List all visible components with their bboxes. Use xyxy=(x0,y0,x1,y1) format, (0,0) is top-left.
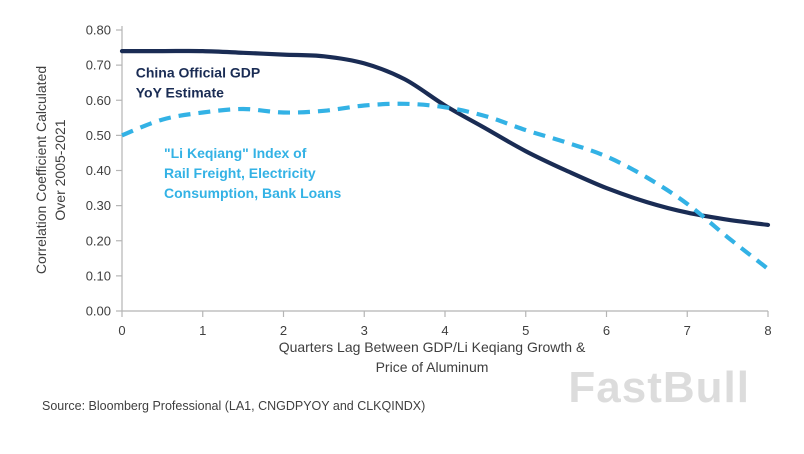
y-tick-label: 0.30 xyxy=(86,198,111,213)
y-tick-label: 0.70 xyxy=(86,58,111,73)
source-text: Source: Bloomberg Professional (LA1, CNG… xyxy=(42,399,425,413)
y-tick-label: 0.20 xyxy=(86,233,111,248)
y-tick-label: 0.40 xyxy=(86,163,111,178)
x-tick-label: 7 xyxy=(684,323,691,338)
y-tick-label: 0.00 xyxy=(86,304,111,319)
y-axis-title-line2: Over 2005-2021 xyxy=(52,119,68,220)
y-tick-label: 0.80 xyxy=(86,23,111,38)
x-tick-label: 1 xyxy=(199,323,206,338)
annotation-0-line-0: China Official GDP xyxy=(136,64,260,80)
x-tick-label: 6 xyxy=(603,323,610,338)
y-axis-title-line1: Correlation Coefficient Calculated xyxy=(33,66,49,274)
x-axis-title-line1: Quarters Lag Between GDP/Li Keqiang Grow… xyxy=(279,339,586,355)
annotation-1-line-0: "Li Keqiang" Index of xyxy=(164,145,307,161)
x-tick-label: 8 xyxy=(764,323,771,338)
y-tick-label: 0.50 xyxy=(86,128,111,143)
annotation-1-line-1: Rail Freight, Electricity xyxy=(164,165,316,181)
x-tick-label: 3 xyxy=(361,323,368,338)
annotation-0-line-1: YoY Estimate xyxy=(136,84,224,100)
annotation-1-line-2: Consumption, Bank Loans xyxy=(164,185,342,201)
x-tick-label: 5 xyxy=(522,323,529,338)
y-tick-label: 0.60 xyxy=(86,93,111,108)
x-tick-label: 0 xyxy=(118,323,125,338)
x-tick-label: 4 xyxy=(441,323,448,338)
watermark: FastBull xyxy=(568,363,750,412)
series-line-1 xyxy=(121,101,770,271)
x-tick-label: 2 xyxy=(280,323,287,338)
y-tick-label: 0.10 xyxy=(86,268,111,283)
plot-area: 0.00 0.10 0.20 0.30 0.40 0.50 0.60 0.70 0.80 0 1 2 3… xyxy=(86,23,772,339)
x-axis-title-line2: Price of Aluminum xyxy=(376,359,489,375)
